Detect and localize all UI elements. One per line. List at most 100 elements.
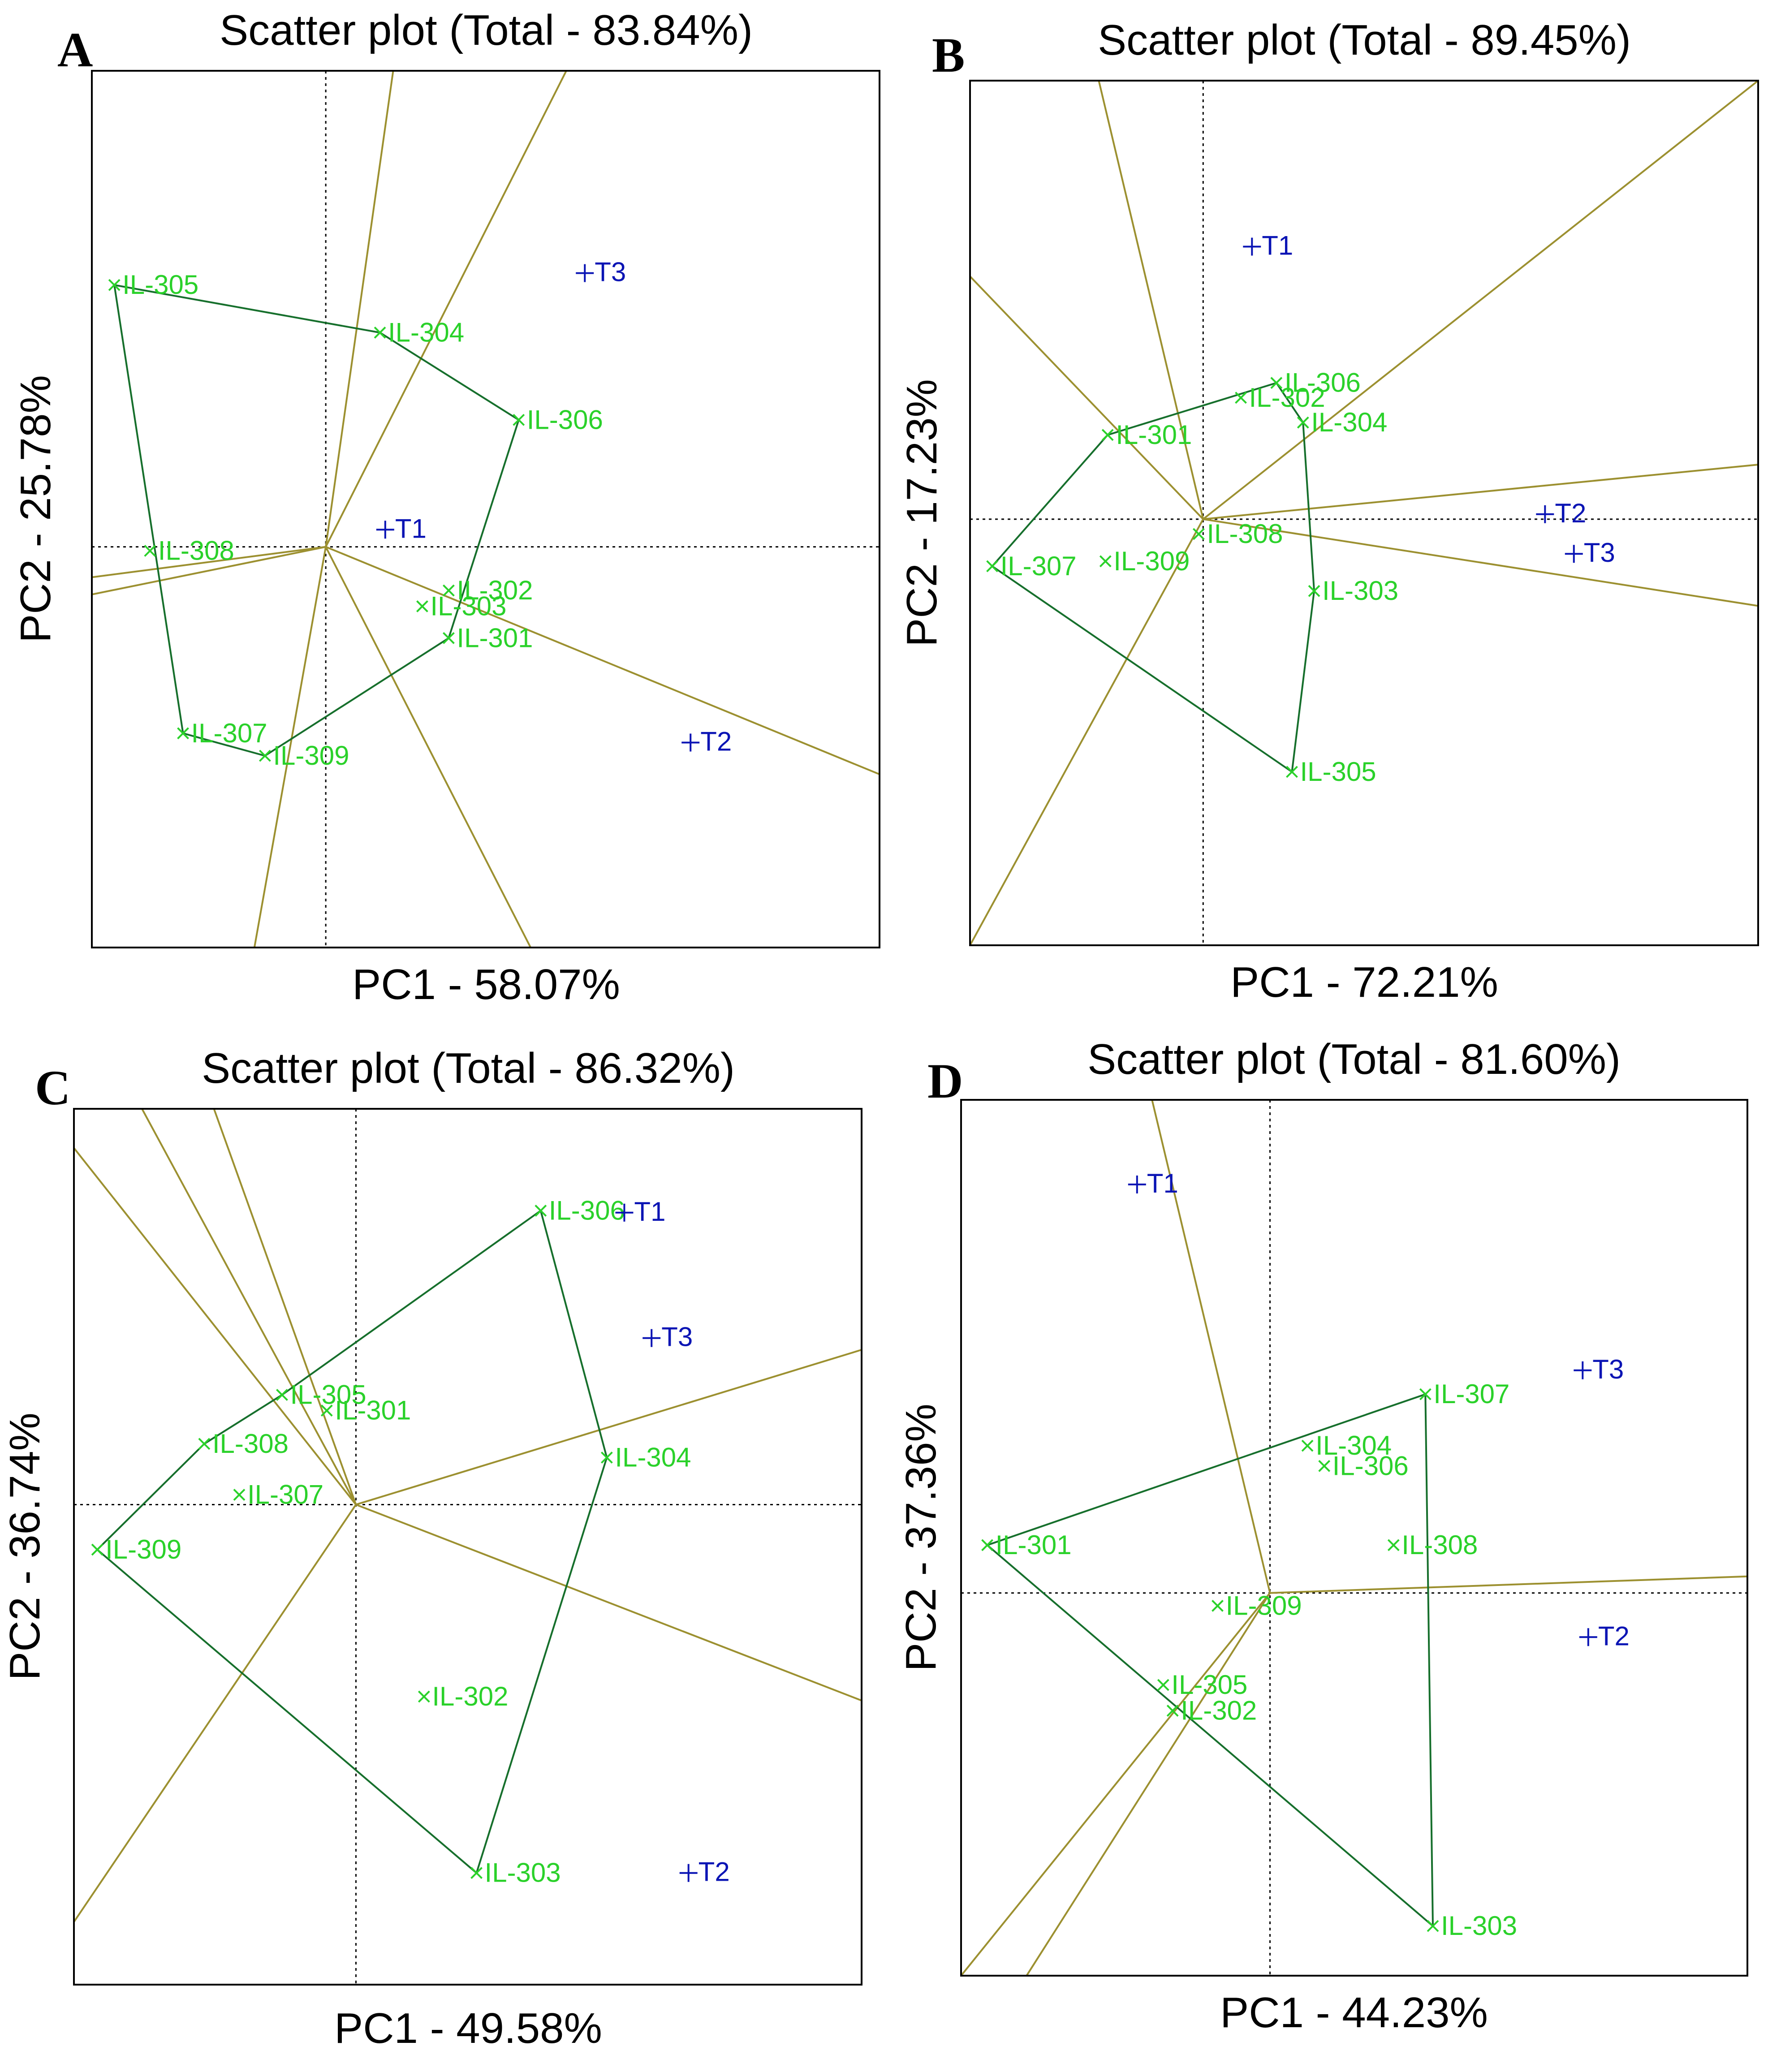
sector-ray bbox=[325, 546, 880, 775]
panel-a: A Scatter plot (Total - 83.84%) IL-305 IL-3… bbox=[12, 6, 880, 1008]
environment-point bbox=[1579, 1628, 1597, 1646]
genotype-label: IL-304 bbox=[388, 317, 464, 347]
genotype-point bbox=[535, 1205, 547, 1217]
environment-point bbox=[576, 264, 594, 282]
genotype-label: IL-305 bbox=[122, 270, 198, 300]
y-axis-label: PC2 - 37.36% bbox=[897, 1404, 945, 1671]
genotype-label: IL-307 bbox=[191, 718, 267, 748]
environment-point bbox=[376, 521, 394, 539]
environment-label: T1 bbox=[395, 513, 427, 543]
genotype-label: IL-301 bbox=[457, 623, 533, 653]
genotype-label: IL-301 bbox=[996, 1530, 1072, 1560]
genotype-point bbox=[1212, 1600, 1224, 1612]
plot-frame bbox=[73, 1108, 862, 1986]
plot-frame bbox=[91, 70, 880, 948]
genotype-point bbox=[1166, 1705, 1179, 1717]
genotype-point bbox=[1235, 392, 1247, 404]
y-axis-label: PC2 - 17.23% bbox=[898, 379, 946, 647]
environment-point bbox=[1128, 1175, 1146, 1193]
genotype-point bbox=[1318, 1460, 1331, 1472]
genotype-label: IL-309 bbox=[273, 741, 349, 771]
chart-title: Scatter plot (Total - 89.45%) bbox=[1098, 16, 1631, 64]
genotype-label: IL-302 bbox=[1249, 383, 1325, 413]
environment-label: T2 bbox=[699, 1857, 730, 1887]
genotype-label: IL-302 bbox=[457, 575, 533, 605]
genotype-label: IL-303 bbox=[1441, 1911, 1517, 1941]
chart-title: Scatter plot (Total - 81.60%) bbox=[1087, 1035, 1621, 1083]
genotype-label: IL-305 bbox=[1300, 757, 1376, 787]
x-axis-label: PC1 - 49.58% bbox=[334, 2004, 602, 2052]
genotype-label: IL-305 bbox=[1171, 1670, 1247, 1700]
genotype-label: IL-303 bbox=[430, 591, 506, 621]
genotype-point bbox=[1308, 585, 1320, 597]
genotype-point bbox=[470, 1867, 483, 1879]
genotype-point bbox=[374, 327, 386, 339]
panel-d: D Scatter plot (Total - 81.60%)IL-307IL-3… bbox=[897, 1035, 1748, 2037]
sector-ray bbox=[1203, 81, 1758, 520]
y-axis-label: PC2 - 25.78% bbox=[12, 375, 60, 643]
chart-title: Scatter plot (Total - 83.84%) bbox=[220, 6, 753, 54]
genotype-point bbox=[1419, 1388, 1432, 1400]
environment-label: T1 bbox=[634, 1197, 665, 1227]
sector-ray bbox=[1270, 1575, 1747, 1594]
environment-point bbox=[1574, 1361, 1592, 1379]
sector-ray bbox=[325, 546, 532, 948]
genotype-label: IL-304 bbox=[615, 1443, 691, 1473]
sector-ray bbox=[1203, 464, 1758, 520]
environment-label: T2 bbox=[1598, 1621, 1630, 1651]
genotype-point bbox=[1101, 429, 1114, 441]
genotype-point bbox=[1297, 416, 1309, 429]
genotype-label: IL-302 bbox=[1181, 1696, 1257, 1726]
panel-label: A bbox=[57, 22, 93, 77]
chart-title: Scatter plot (Total - 86.32%) bbox=[202, 1044, 735, 1092]
genotype-point bbox=[91, 1543, 103, 1556]
genotype-point bbox=[233, 1489, 246, 1501]
genotype-point bbox=[108, 279, 121, 291]
genotype-label: IL-307 bbox=[1000, 551, 1077, 581]
environment-label: T3 bbox=[1592, 1354, 1624, 1384]
sector-ray bbox=[325, 71, 567, 547]
genotype-label: IL-301 bbox=[335, 1396, 411, 1426]
sector-ray bbox=[355, 1349, 862, 1506]
genotype-point bbox=[259, 750, 271, 762]
x-axis-label: PC1 - 72.21% bbox=[1230, 958, 1498, 1006]
sector-ray bbox=[1151, 1100, 1271, 1594]
sector-ray bbox=[213, 1109, 357, 1505]
environment-label: T3 bbox=[661, 1322, 693, 1352]
genotype-label: IL-309 bbox=[1113, 546, 1190, 576]
panel-b: B Scatter plot (Total - 89.45%)IL-306IL-3… bbox=[898, 16, 1759, 1006]
genotype-point bbox=[600, 1452, 613, 1464]
environment-point bbox=[1536, 505, 1554, 523]
genotype-label: IL-305 bbox=[290, 1380, 366, 1410]
genotype-label: IL-308 bbox=[1207, 519, 1283, 549]
sector-ray bbox=[141, 1109, 357, 1505]
sector-ray bbox=[970, 276, 1204, 520]
panel-label: B bbox=[932, 28, 965, 82]
genotype-point bbox=[416, 600, 428, 612]
panel-label: C bbox=[35, 1060, 70, 1115]
genotype-point bbox=[1270, 377, 1283, 389]
genotype-point bbox=[1286, 766, 1298, 778]
sector-ray bbox=[961, 1592, 1271, 1976]
genotype-point bbox=[442, 584, 455, 597]
sector-ray bbox=[74, 1504, 357, 1923]
which-won-where-polygon bbox=[985, 1393, 1434, 1928]
genotype-point bbox=[1099, 555, 1112, 568]
genotype-point bbox=[1427, 1920, 1439, 1932]
genotype-point bbox=[1387, 1539, 1400, 1551]
genotype-point bbox=[1192, 528, 1205, 540]
genotype-label: IL-306 bbox=[527, 405, 603, 435]
sector-ray bbox=[355, 1503, 862, 1702]
genotype-label: IL-304 bbox=[1315, 1430, 1392, 1460]
genotype-point bbox=[418, 1690, 430, 1703]
genotype-label: IL-307 bbox=[1433, 1379, 1509, 1409]
genotype-point bbox=[1157, 1679, 1169, 1691]
environment-label: T1 bbox=[1262, 231, 1293, 261]
genotype-point bbox=[320, 1404, 333, 1417]
environment-label: T2 bbox=[1555, 498, 1586, 528]
genotype-label: IL-301 bbox=[1116, 420, 1192, 450]
x-axis-label: PC1 - 58.07% bbox=[352, 961, 620, 1008]
y-axis-label: PC2 - 36.74% bbox=[1, 1413, 49, 1680]
